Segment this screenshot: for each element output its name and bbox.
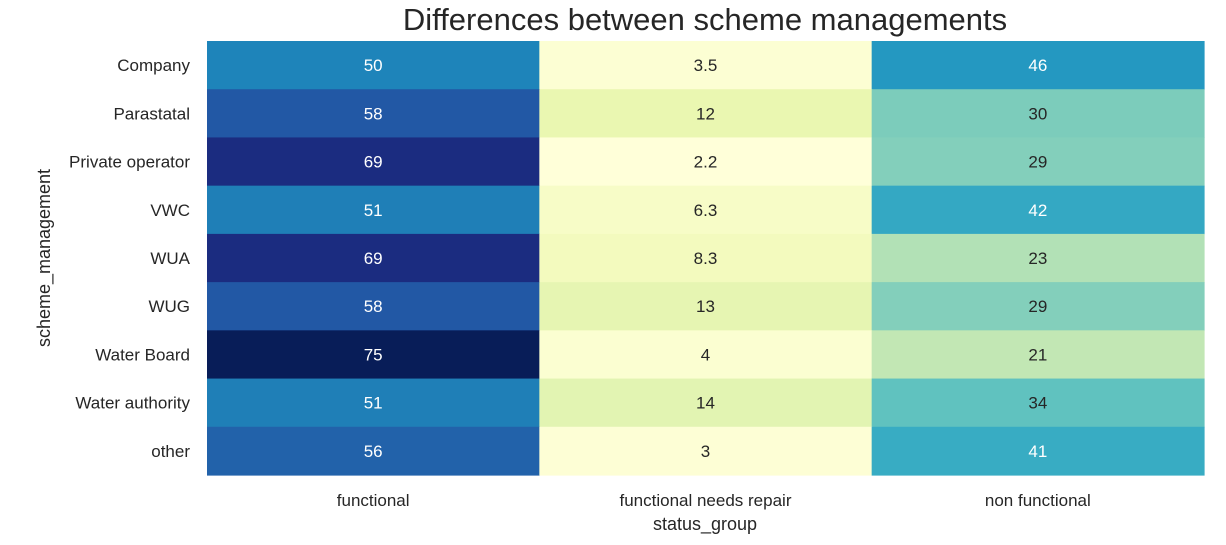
cell-value-label: 3.5 — [694, 56, 718, 75]
cell-value-label: 2.2 — [694, 153, 718, 172]
cell-value-label: 8.3 — [694, 249, 718, 268]
heatmap-cells: 50 3.5 46 58 12 30 69 2.2 29 51 6.3 42 69 8.3 23 58 13 29… — [207, 41, 1205, 476]
heatmap-cell — [207, 378, 540, 428]
chart-title: Differences between scheme managements — [403, 2, 1007, 37]
cell-value-label: 34 — [1028, 394, 1047, 413]
cell-value-label: 69 — [364, 249, 383, 268]
cell-value-label: 41 — [1028, 442, 1047, 461]
heatmap-cell — [871, 89, 1205, 139]
x-tick-label: functional — [337, 491, 410, 510]
cell-value-label: 42 — [1028, 201, 1047, 220]
y-tick-label: VWC — [150, 201, 190, 220]
y-tick-label: WUA — [150, 249, 190, 268]
x-tick-label: non functional — [985, 491, 1091, 510]
heatmap-cell — [871, 137, 1205, 187]
cell-value-label: 30 — [1028, 104, 1047, 123]
cell-value-label: 51 — [364, 394, 383, 413]
y-tick-label: Water Board — [95, 345, 190, 364]
heatmap-cell — [539, 426, 873, 476]
cell-value-label: 69 — [364, 153, 383, 172]
x-axis-label: status_group — [653, 514, 757, 535]
heatmap-cell — [871, 426, 1205, 476]
y-tick-label: Company — [117, 56, 190, 75]
y-tick-label: WUG — [148, 297, 190, 316]
y-tick-label: Water authority — [75, 394, 190, 413]
heatmap-cell — [539, 89, 873, 139]
heatmap-cell — [871, 233, 1205, 283]
cell-value-label: 58 — [364, 104, 383, 123]
heatmap-cell — [539, 330, 873, 380]
heatmap-cell — [871, 41, 1205, 90]
y-tick-label: Parastatal — [113, 104, 190, 123]
cell-value-label: 50 — [364, 56, 383, 75]
x-tick-label: functional needs repair — [619, 491, 791, 510]
cell-value-label: 12 — [696, 104, 715, 123]
cell-value-label: 13 — [696, 297, 715, 316]
cell-value-label: 51 — [364, 201, 383, 220]
cell-value-label: 58 — [364, 297, 383, 316]
cell-value-label: 29 — [1028, 297, 1047, 316]
cell-value-label: 46 — [1028, 56, 1047, 75]
cell-value-label: 56 — [364, 442, 383, 461]
y-axis-label: scheme_management — [34, 169, 55, 347]
cell-value-label: 75 — [364, 345, 383, 364]
heatmap-cell — [207, 233, 540, 283]
heatmap-cell — [207, 330, 540, 380]
heatmap-cell — [539, 282, 873, 331]
cell-value-label: 21 — [1028, 345, 1047, 364]
heatmap-cell — [207, 426, 540, 476]
cell-value-label: 14 — [696, 394, 715, 413]
heatmap-cell — [207, 41, 540, 90]
heatmap-cell — [207, 282, 540, 331]
heatmap-cell — [539, 233, 873, 283]
heatmap-cell — [871, 378, 1205, 428]
y-tick-label: Private operator — [69, 153, 190, 172]
heatmap-cell — [207, 185, 540, 235]
heatmap-cell — [871, 185, 1205, 235]
y-tick-label: other — [151, 442, 190, 461]
heatmap-cell — [207, 137, 540, 187]
y-tick-labels: Company Parastatal Private operator VWC WUA W… — [69, 56, 191, 461]
heatmap-cell — [539, 41, 873, 90]
cell-value-label: 23 — [1028, 249, 1047, 268]
cell-value-label: 4 — [701, 345, 710, 364]
heatmap-cell — [207, 89, 540, 139]
heatmap-cell — [871, 330, 1205, 380]
heatmap-cell — [539, 378, 873, 428]
heatmap-cell — [871, 282, 1205, 331]
heatmap-cell — [539, 137, 873, 187]
x-tick-labels: functional functional needs repair non fun… — [337, 491, 1091, 510]
cell-value-label: 29 — [1028, 153, 1047, 172]
cell-value-label: 3 — [701, 442, 710, 461]
cell-value-label: 6.3 — [694, 201, 718, 220]
heatmap-cell — [539, 185, 873, 235]
